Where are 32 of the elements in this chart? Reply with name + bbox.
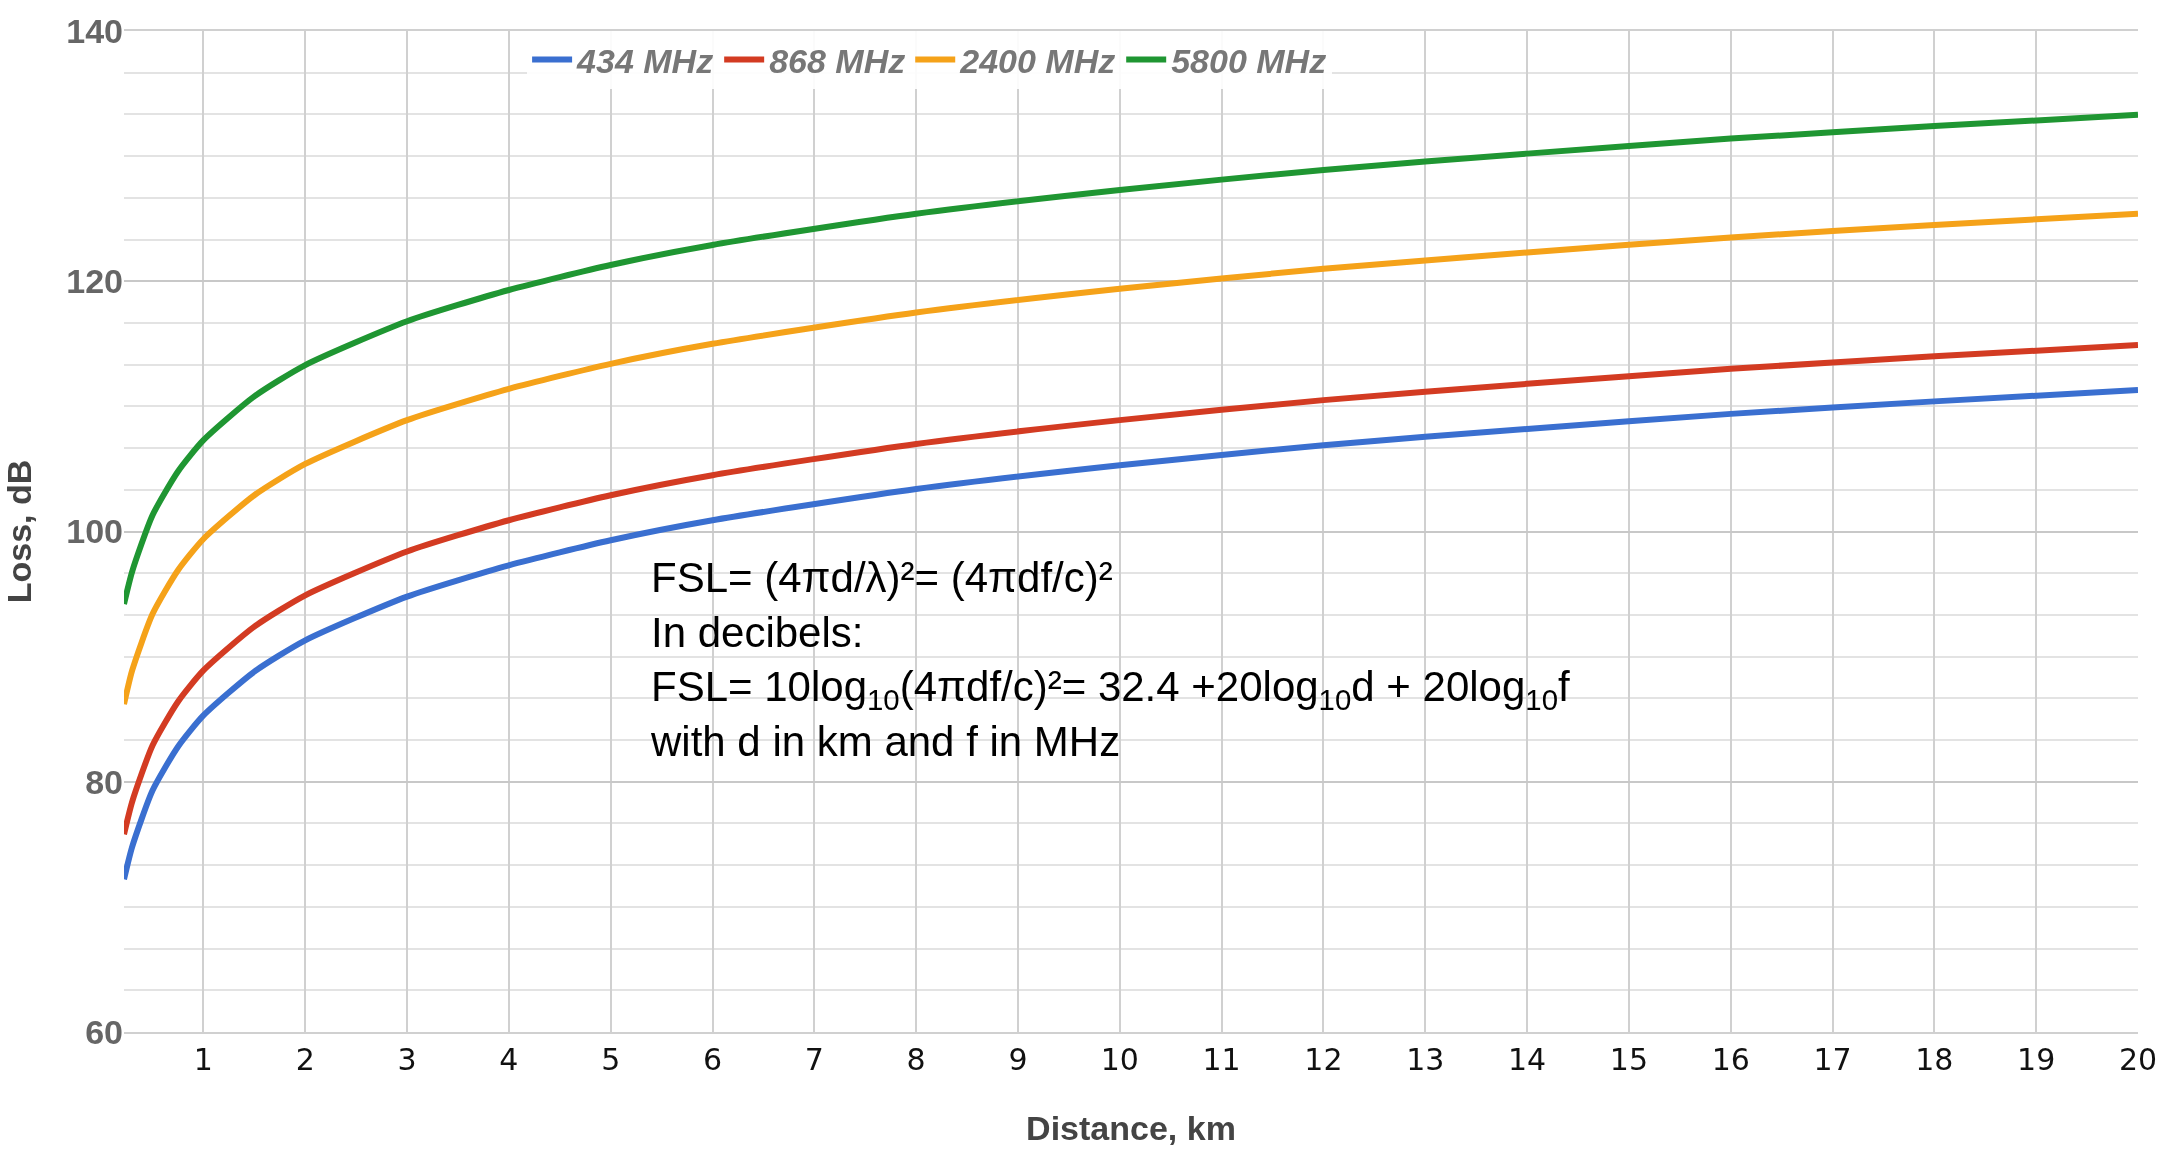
x-tick-label: 9 — [1008, 1042, 1028, 1077]
y-tick-label: 60 — [85, 1012, 123, 1051]
x-tick-label: 4 — [499, 1042, 519, 1077]
y-axis-title: Loss, dB — [0, 459, 38, 604]
x-tick-label: 1 — [193, 1042, 213, 1077]
legend-label: 5800 MHz — [1171, 41, 1327, 80]
legend-label: 434 MHz — [576, 41, 714, 80]
x-tick-label: 17 — [1813, 1042, 1852, 1077]
x-tick-label: 13 — [1406, 1042, 1445, 1077]
x-tick-label: 19 — [2017, 1042, 2056, 1077]
y-tick-label: 120 — [66, 262, 123, 301]
y-tick-label: 100 — [66, 512, 123, 551]
x-tick-label: 15 — [1609, 1042, 1648, 1077]
x-tick-label: 12 — [1304, 1042, 1343, 1077]
x-tick-label: 3 — [397, 1042, 417, 1077]
y-tick-label: 80 — [85, 762, 123, 801]
x-axis-title: Distance, km — [1026, 1108, 1236, 1147]
y-tick-label: 140 — [66, 11, 123, 50]
x-tick-label: 6 — [702, 1042, 723, 1077]
x-tick-label: 5 — [601, 1042, 621, 1077]
x-tick-label: 16 — [1711, 1042, 1750, 1077]
x-tick-label: 14 — [1507, 1042, 1547, 1077]
legend-label: 2400 MHz — [959, 41, 1116, 80]
x-tick-label: 10 — [1100, 1042, 1139, 1077]
x-tick-label: 18 — [1915, 1042, 1954, 1077]
x-tick-label: 11 — [1202, 1042, 1241, 1077]
x-tick-label: 8 — [906, 1042, 926, 1077]
text: FSL= (4πd/λ)²= (4πdf/c)² In decibels: FSL= 10log$_{10}$(4πdf/c)²= 32.4 +20log$_{10}$d + 20log$_{10}$f with d in km and f in MHz — [651, 554, 1570, 765]
x-tick-label: 20 — [2118, 1042, 2158, 1077]
x-tick-label: 7 — [804, 1042, 824, 1077]
x-tick-label: 2 — [295, 1042, 315, 1077]
legend-label: 868 MHz — [769, 41, 906, 80]
